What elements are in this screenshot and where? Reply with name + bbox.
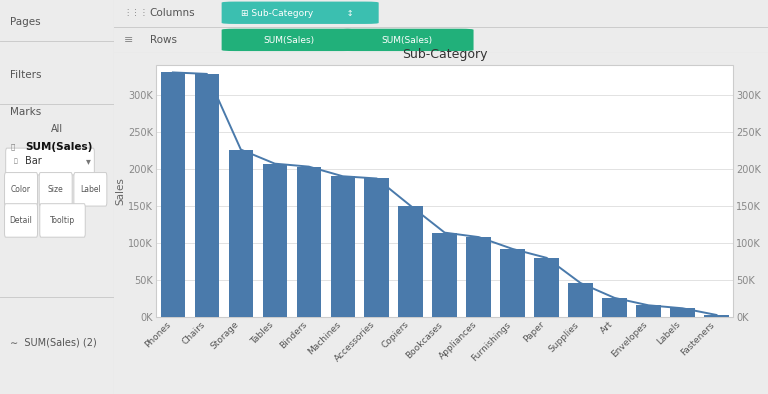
Bar <box>330 176 355 317</box>
FancyBboxPatch shape <box>222 29 356 51</box>
Bar <box>466 237 491 317</box>
Y-axis label: Sales: Sales <box>766 177 768 205</box>
Text: ⊞ Sub-Category: ⊞ Sub-Category <box>241 9 313 17</box>
FancyBboxPatch shape <box>222 2 379 24</box>
Bar <box>602 298 627 317</box>
Text: ▾: ▾ <box>86 156 91 166</box>
Text: SUM(Sales): SUM(Sales) <box>25 142 92 152</box>
FancyBboxPatch shape <box>74 173 107 206</box>
Bar <box>296 167 321 317</box>
Text: Marks: Marks <box>10 107 41 117</box>
Text: Detail: Detail <box>9 216 32 225</box>
Bar <box>194 74 219 317</box>
Bar <box>263 164 287 317</box>
Text: Size: Size <box>48 185 64 193</box>
Text: Bar: Bar <box>25 156 41 166</box>
Text: ⬛: ⬛ <box>10 144 15 150</box>
Text: Rows: Rows <box>150 35 177 45</box>
FancyBboxPatch shape <box>5 204 38 237</box>
Text: SUM(Sales): SUM(Sales) <box>263 36 315 45</box>
FancyBboxPatch shape <box>5 173 38 206</box>
Text: SUM(Sales): SUM(Sales) <box>381 36 432 45</box>
Text: Label: Label <box>80 185 101 193</box>
FancyBboxPatch shape <box>39 173 72 206</box>
Text: All: All <box>51 124 63 134</box>
Bar <box>670 308 695 317</box>
Title: Sub-Category: Sub-Category <box>402 48 488 61</box>
Y-axis label: Sales: Sales <box>115 177 125 205</box>
Text: ↕: ↕ <box>344 9 353 17</box>
Bar <box>501 249 525 317</box>
Bar <box>636 305 660 317</box>
FancyBboxPatch shape <box>40 204 85 237</box>
Text: Columns: Columns <box>150 8 195 18</box>
FancyBboxPatch shape <box>339 29 474 51</box>
Bar <box>535 258 559 317</box>
FancyBboxPatch shape <box>5 148 94 175</box>
Text: Pages: Pages <box>10 17 41 27</box>
Bar <box>399 206 423 317</box>
Text: Filters: Filters <box>10 70 41 80</box>
Bar <box>568 283 593 317</box>
Bar <box>365 178 389 317</box>
Text: ∼  SUM(Sales) (2): ∼ SUM(Sales) (2) <box>10 338 97 348</box>
Bar <box>432 232 457 317</box>
Bar <box>704 315 729 317</box>
Text: ⋮⋮⋮: ⋮⋮⋮ <box>124 8 148 17</box>
Text: ≡: ≡ <box>124 35 133 45</box>
Text: ⬛: ⬛ <box>14 158 18 164</box>
Bar <box>161 72 185 317</box>
Text: Color: Color <box>11 185 31 193</box>
Bar <box>229 150 253 317</box>
Text: Tooltip: Tooltip <box>50 216 75 225</box>
